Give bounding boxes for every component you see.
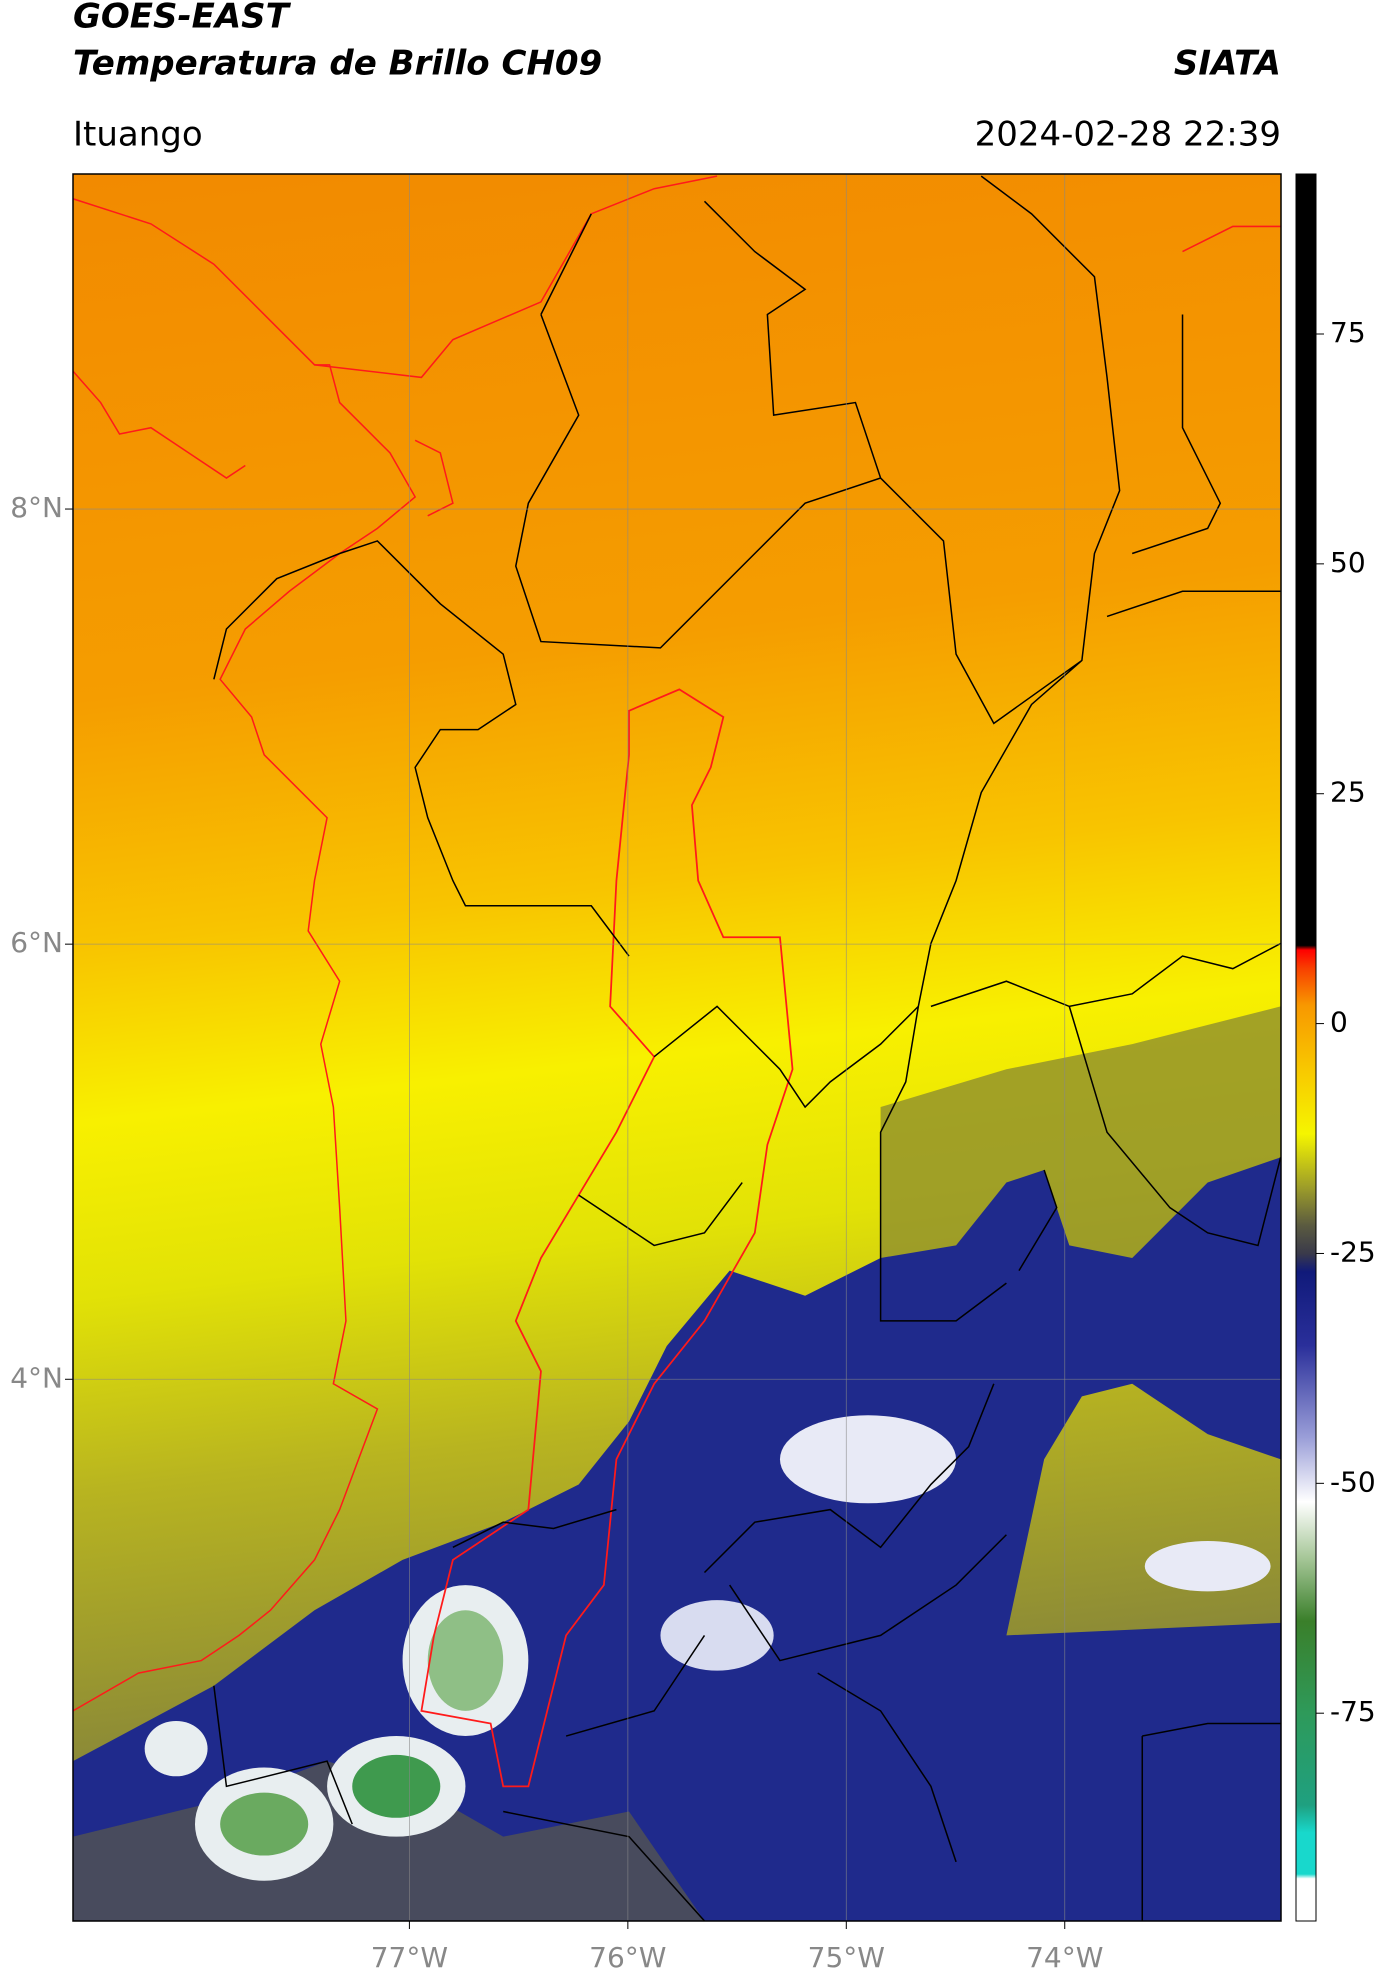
colorbar-tick-label: -75 bbox=[1330, 1695, 1376, 1728]
y-tick-label: 4°N bbox=[10, 1361, 63, 1394]
colorbar-tick-label: 75 bbox=[1330, 316, 1366, 349]
cloud-white bbox=[660, 1600, 774, 1671]
y-tick-label: 8°N bbox=[10, 491, 63, 524]
admin-border bbox=[213, 175, 1281, 1921]
cloud-white bbox=[779, 1415, 957, 1504]
x-tick-label: 76°W bbox=[589, 1941, 666, 1974]
title: GOES-EAST bbox=[73, 0, 292, 37]
subtitle: Temperatura de Brillo CH09 bbox=[73, 44, 602, 84]
y-tick-label: 6°N bbox=[10, 926, 63, 959]
datetime: 2024-02-28 22:39 bbox=[975, 115, 1281, 155]
colorbar-tick-label: 25 bbox=[1330, 776, 1366, 809]
colorbar bbox=[1295, 173, 1317, 1922]
cloud-green bbox=[352, 1754, 441, 1818]
cloud-green bbox=[427, 1610, 504, 1711]
region: Ituango bbox=[73, 115, 203, 155]
colorbar-tick-label: 50 bbox=[1330, 546, 1366, 579]
colorbar-tick-label: -50 bbox=[1330, 1465, 1376, 1498]
x-tick-label: 74°W bbox=[1026, 1941, 1103, 1974]
cloud-white bbox=[144, 1720, 208, 1777]
x-tick-label: 75°W bbox=[808, 1941, 885, 1974]
map-frame bbox=[72, 173, 1282, 1922]
region-outline bbox=[420, 688, 794, 1788]
cloud-white bbox=[1144, 1541, 1271, 1592]
coastline bbox=[73, 175, 1281, 517]
colorbar-tick-label: -25 bbox=[1330, 1235, 1376, 1268]
cloud-green bbox=[220, 1792, 309, 1856]
x-tick-label: 77°W bbox=[371, 1941, 448, 1974]
cloud-deep bbox=[73, 1157, 1281, 1921]
colorbar-tick-label: 0 bbox=[1330, 1006, 1348, 1039]
coastline bbox=[73, 198, 417, 1712]
source: SIATA bbox=[1174, 44, 1281, 84]
map-image bbox=[73, 174, 1281, 1921]
